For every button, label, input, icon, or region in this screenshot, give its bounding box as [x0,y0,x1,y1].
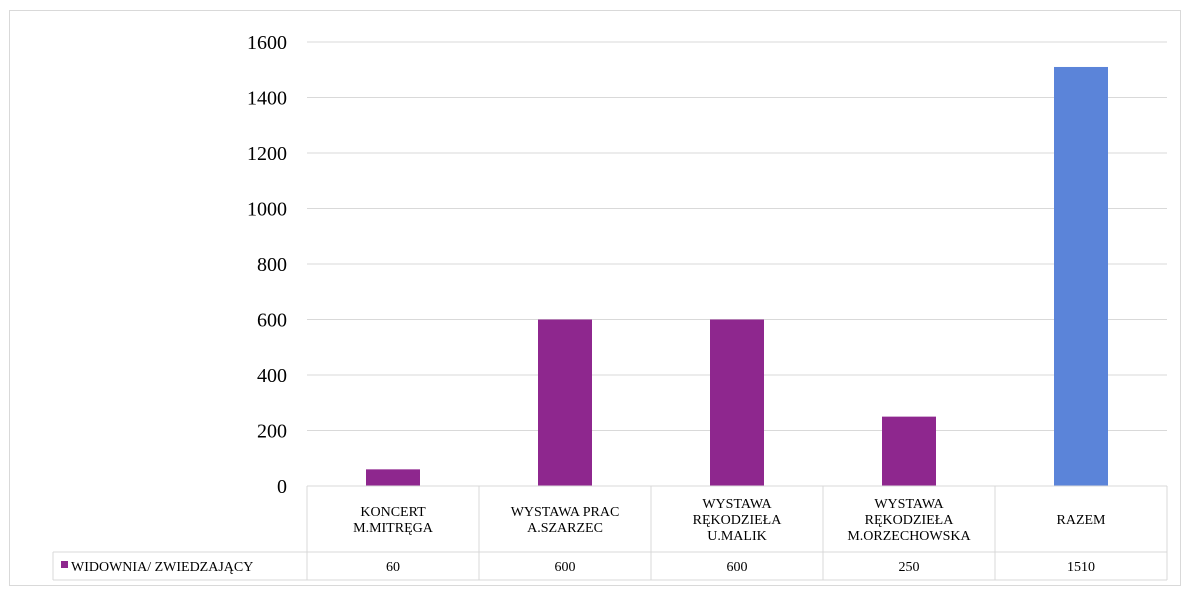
bar [538,319,592,486]
data-table-value: 1510 [1067,560,1095,575]
y-tick-label: 1600 [247,32,287,54]
y-tick-label: 600 [257,310,287,332]
category-label: RĘKODZIEŁA [865,513,955,528]
y-tick-label: 400 [257,365,287,387]
bar [1054,66,1108,486]
y-tick-label: 1400 [247,88,287,110]
category-label: RĘKODZIEŁA [693,513,783,528]
bar [710,319,764,486]
y-tick-label: 800 [257,254,287,276]
y-tick-label: 200 [257,421,287,443]
category-label: U.MALIK [707,529,767,544]
category-label: RAZEM [1057,513,1107,528]
category-label: KONCERT [360,505,426,520]
category-label: M.MITRĘGA [353,521,434,536]
data-table-value: 250 [899,560,920,575]
y-tick-label: 1200 [247,143,287,165]
category-label: WYSTAWA PRAC [511,505,620,520]
data-table-value: 60 [386,560,400,575]
category-label: M.ORZECHOWSKA [847,529,971,544]
bar [366,469,420,486]
category-label: WYSTAWA [702,497,772,512]
legend-swatch [61,561,68,568]
y-tick-label: 0 [277,476,287,498]
data-table-value: 600 [727,560,748,575]
data-table-value: 600 [555,560,576,575]
bar [882,416,936,486]
category-label: A.SZARZEC [527,521,603,536]
category-label: WYSTAWA [874,497,944,512]
chart-frame [9,10,1181,586]
legend-label: WIDOWNIA/ ZWIEDZAJĄCY [71,560,253,575]
y-tick-label: 1000 [247,199,287,221]
